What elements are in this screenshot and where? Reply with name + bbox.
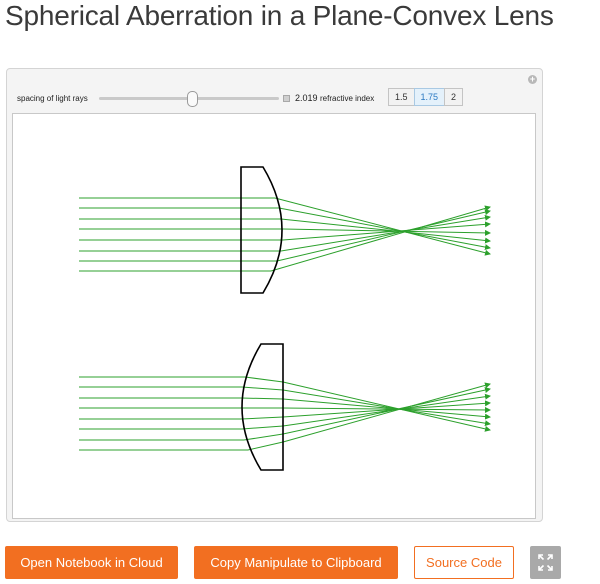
lens-top bbox=[240, 166, 283, 294]
ray bbox=[282, 221, 491, 241]
slider-expand-icon[interactable] bbox=[283, 95, 290, 102]
open-notebook-cloud-button[interactable]: Open Notebook in Cloud bbox=[5, 546, 178, 579]
ray bbox=[282, 400, 491, 418]
lens-system-bottom bbox=[79, 343, 491, 471]
ray bbox=[282, 398, 491, 420]
fullscreen-icon bbox=[538, 554, 553, 571]
refractive-label: refractive index bbox=[320, 94, 375, 103]
refractive-option-1-5[interactable]: 1.5 bbox=[388, 88, 415, 106]
source-code-button[interactable]: Source Code bbox=[414, 546, 514, 579]
ray bbox=[282, 382, 491, 443]
ray bbox=[276, 209, 491, 262]
lens-diagram bbox=[79, 166, 491, 471]
spacing-slider[interactable] bbox=[99, 91, 279, 107]
refractive-index-selector: 1.5 1.75 2 bbox=[388, 88, 464, 106]
ray bbox=[240, 416, 284, 420]
page-title: Spherical Aberration in a Plane-Convex L… bbox=[5, 0, 554, 31]
ray bbox=[241, 425, 284, 430]
ray bbox=[241, 386, 284, 391]
lens-plot bbox=[12, 113, 536, 519]
slider-thumb[interactable] bbox=[186, 91, 198, 107]
ray bbox=[270, 205, 491, 272]
ray bbox=[280, 214, 491, 252]
spacing-value: 2.019 bbox=[295, 93, 318, 103]
ray bbox=[280, 218, 491, 244]
spacing-label: spacing of light rays bbox=[17, 94, 88, 103]
fullscreen-button[interactable] bbox=[530, 546, 561, 579]
ray bbox=[282, 387, 491, 435]
controls-bar: spacing of light rays 2.019 refractive i… bbox=[17, 88, 517, 109]
ray bbox=[247, 441, 284, 451]
ray bbox=[278, 207, 491, 251]
ray bbox=[282, 381, 491, 432]
ray bbox=[282, 389, 491, 427]
ray bbox=[243, 433, 284, 441]
refractive-option-1-75[interactable]: 1.75 bbox=[413, 88, 446, 106]
ray bbox=[244, 376, 284, 383]
refractive-option-2[interactable]: 2 bbox=[444, 88, 464, 106]
lens-system-top bbox=[79, 166, 491, 294]
lens-bottom bbox=[241, 343, 284, 471]
ray bbox=[274, 197, 491, 256]
ray bbox=[282, 228, 491, 236]
ray bbox=[240, 397, 284, 400]
ray bbox=[282, 406, 491, 413]
copy-manipulate-button[interactable]: Copy Manipulate to Clipboard bbox=[194, 546, 398, 579]
manipulate-panel: + spacing of light rays 2.019 refractive… bbox=[6, 68, 543, 522]
plus-icon[interactable]: + bbox=[528, 74, 537, 84]
